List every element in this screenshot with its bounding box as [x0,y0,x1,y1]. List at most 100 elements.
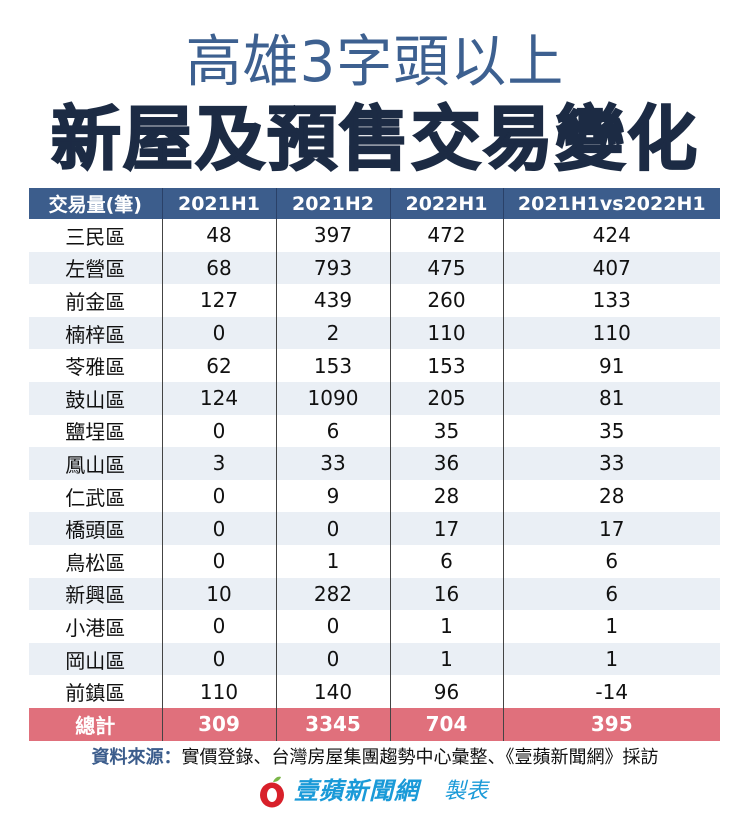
value-cell: 110 [502,316,720,350]
value-cell: 1090 [275,381,390,415]
value-cell: 1 [502,642,720,676]
value-cell: 3 [161,447,276,480]
table-row: 小港區 0 0 1 1 [29,610,720,643]
table-row: 前鎮區 110 140 96 -14 [29,675,720,708]
value-cell: 407 [502,251,720,285]
district-cell: 三民區 [29,219,162,252]
table-row: 三民區 48 397 472 424 [29,219,720,252]
district-cell: 前鎮區 [29,675,162,708]
apple-logo-icon [260,776,284,808]
table-row: 橋頭區 0 0 17 17 [29,512,720,545]
value-cell: 62 [161,349,276,382]
value-cell: 110 [389,316,503,350]
source-label: 資料來源： [91,747,182,768]
source-text: 實價登錄、台灣房屋集團趨勢中心彙整、《壹蘋新聞網》採訪 [181,747,659,768]
value-cell: 0 [161,414,276,448]
table-header-row: 交易量(筆) 2021H1 2021H2 2022H1 2021H1vs2022… [29,188,720,219]
value-cell: 16 [389,577,503,611]
total-cell: 3345 [275,707,390,741]
header-2022h1: 2022H1 [389,188,503,219]
transactions-table: 交易量(筆) 2021H1 2021H2 2022H1 2021H1vs2022… [29,188,720,741]
total-cell: 309 [161,707,276,741]
district-cell: 橋頭區 [29,512,162,545]
table-row: 鳥松區 0 1 6 6 [29,544,720,578]
value-cell: 9 [275,479,390,513]
district-cell: 前金區 [29,284,162,317]
value-cell: 81 [502,381,720,415]
value-cell: 2 [275,316,390,350]
table-row: 鳳山區 3 33 36 33 [29,447,720,480]
value-cell: 91 [502,349,720,382]
value-cell: 10 [161,577,276,611]
value-cell: 0 [161,610,276,643]
value-cell: 28 [389,479,503,513]
value-cell: 124 [161,381,276,415]
value-cell: 0 [275,610,390,643]
value-cell: 127 [161,284,276,317]
value-cell: 68 [161,251,276,285]
value-cell: 28 [502,479,720,513]
value-cell: 33 [502,447,720,480]
table-row: 新興區 10 282 16 6 [29,577,720,611]
value-cell: 33 [275,447,390,480]
value-cell: 205 [389,381,503,415]
total-label: 總計 [29,707,162,741]
value-cell: -14 [502,675,720,708]
table-row: 左營區 68 793 475 407 [29,251,720,285]
header-change: 2021H1vs2022H1 [502,188,720,219]
value-cell: 793 [275,251,390,285]
table-row: 仁武區 0 9 28 28 [29,479,720,513]
source-note: 資料來源：實價登錄、台灣房屋集團趨勢中心彙整、《壹蘋新聞網》採訪 [0,744,750,772]
table-row: 鹽埕區 0 6 35 35 [29,414,720,448]
district-cell: 仁武區 [29,479,162,513]
brand-name: 壹蘋新聞網 [294,777,419,805]
value-cell: 35 [389,414,503,448]
publisher-logo: 壹蘋新聞網 製表 [258,772,508,808]
value-cell: 153 [389,349,503,382]
value-cell: 475 [389,251,503,285]
district-cell: 鹽埕區 [29,414,162,448]
value-cell: 397 [275,219,390,252]
district-cell: 左營區 [29,251,162,285]
value-cell: 1 [275,544,390,578]
total-cell: 704 [389,707,503,741]
district-cell: 岡山區 [29,642,162,676]
value-cell: 0 [161,642,276,676]
total-cell: 395 [502,707,720,741]
value-cell: 36 [389,447,503,480]
table-row: 苓雅區 62 153 153 91 [29,349,720,382]
value-cell: 17 [389,512,503,545]
value-cell: 0 [161,479,276,513]
value-cell: 0 [161,544,276,578]
value-cell: 0 [161,512,276,545]
value-cell: 472 [389,219,503,252]
header-district: 交易量(筆) [29,188,162,219]
district-cell: 新興區 [29,577,162,611]
value-cell: 6 [389,544,503,578]
value-cell: 110 [161,675,276,708]
value-cell: 1 [389,610,503,643]
district-cell: 鳥松區 [29,544,162,578]
district-cell: 鼓山區 [29,381,162,415]
value-cell: 133 [502,284,720,317]
value-cell: 140 [275,675,390,708]
district-cell: 苓雅區 [29,349,162,382]
value-cell: 6 [502,544,720,578]
total-row: 總計 309 3345 704 395 [29,707,720,741]
table-row: 前金區 127 439 260 133 [29,284,720,317]
value-cell: 439 [275,284,390,317]
value-cell: 1 [502,610,720,643]
value-cell: 424 [502,219,720,252]
table-row: 岡山區 0 0 1 1 [29,642,720,676]
district-cell: 小港區 [29,610,162,643]
value-cell: 48 [161,219,276,252]
made-by-label: 製表 [444,779,489,804]
value-cell: 1 [389,642,503,676]
district-cell: 鳳山區 [29,447,162,480]
value-cell: 153 [275,349,390,382]
table-row: 鼓山區 124 1090 205 81 [29,381,720,415]
header-2021h1: 2021H1 [161,188,276,219]
value-cell: 282 [275,577,390,611]
value-cell: 0 [275,642,390,676]
table-row: 楠梓區 0 2 110 110 [29,316,720,350]
